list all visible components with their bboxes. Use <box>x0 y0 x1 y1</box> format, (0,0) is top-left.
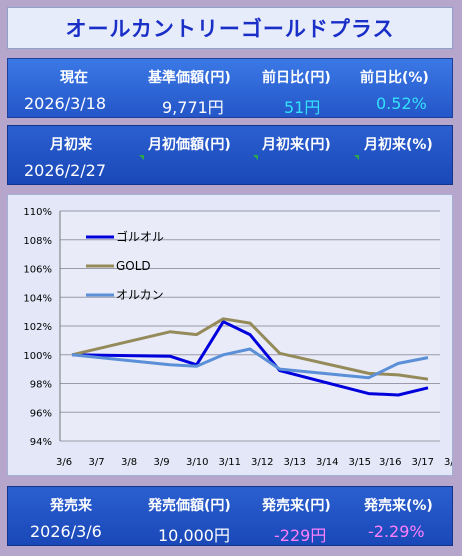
series-line-2 <box>71 347 429 380</box>
x-tick-label: 3/6 <box>56 457 72 468</box>
month-start-header-label: 月初来 <box>50 137 92 153</box>
x-tick-label: 3/7 <box>89 457 105 468</box>
x-tick-label: 3/8 <box>121 457 137 468</box>
month-start-date: 2026/2/27 <box>24 161 107 180</box>
x-tick-label: 3/13 <box>284 457 306 468</box>
month-change-yen-header: 月初来(円) <box>262 137 331 153</box>
y-tick-label: 104% <box>23 293 52 304</box>
since-launch-yen-header: 発売来(円) <box>262 498 331 514</box>
y-tick-label: 98% <box>30 380 52 391</box>
fund-title-box: オールカントリーゴールドプラス <box>7 7 453 49</box>
x-tick-label: 3/18 <box>444 457 452 468</box>
current-date: 2026/3/18 <box>24 94 107 113</box>
x-tick-label: 3/14 <box>316 457 338 468</box>
x-tick-label: 3/12 <box>251 457 273 468</box>
x-tick-label: 3/17 <box>412 457 434 468</box>
chart-svg: 110% 108% 106% 104% 102% 100% 98% 96% 94% 3/6 3/7 3… <box>23 207 462 468</box>
current-panel: 現在 基準価額(円) 前日比(円) 前日比(%) 2026/3/18 9,771… <box>7 58 453 118</box>
day-change-yen-value: 51円 <box>284 98 321 117</box>
day-change-pct-header: 前日比(%) <box>360 70 429 86</box>
legend-label: GOLD <box>116 259 151 273</box>
series-line-1 <box>71 317 429 381</box>
day-change-yen-header: 前日比(円) <box>262 70 331 86</box>
y-tick-label: 106% <box>23 265 52 276</box>
fund-title: オールカントリーゴールドプラス <box>65 17 395 41</box>
y-tick-label: 108% <box>23 236 52 247</box>
launch-header-label: 発売来 <box>50 498 92 514</box>
x-tick-label: 3/16 <box>379 457 401 468</box>
y-tick-label: 110% <box>23 207 52 218</box>
x-tick-label: 3/9 <box>154 457 170 468</box>
x-tick-label: 3/10 <box>186 457 208 468</box>
performance-chart: 110% 108% 106% 104% 102% 100% 98% 96% 94% 3/6 3/7 3… <box>7 194 462 476</box>
month-start-panel: 月初来 月初価額(円) 月初来(円) 月初来(%) 2026/2/27 <box>7 125 453 185</box>
day-change-pct-value: 0.52% <box>376 94 427 113</box>
cell-note-marker <box>354 155 359 160</box>
cell-note-marker <box>253 155 258 160</box>
launch-price: 10,000円 <box>158 526 230 545</box>
series-line-0 <box>71 320 429 397</box>
launch-date: 2026/3/6 <box>30 522 102 541</box>
month-change-pct-header: 月初来(%) <box>364 137 433 153</box>
y-tick-label: 96% <box>30 408 52 419</box>
y-tick-label: 102% <box>23 322 52 333</box>
legend-label: オルカン <box>116 288 164 302</box>
since-launch-pct-value: -2.29% <box>368 522 425 541</box>
y-tick-label: 100% <box>23 351 52 362</box>
month-start-price-header: 月初価額(円) <box>148 137 231 153</box>
since-launch-pct-header: 発売来(%) <box>364 498 433 514</box>
since-launch-yen-value: -229円 <box>274 526 327 545</box>
y-tick-label: 94% <box>30 437 52 448</box>
launch-panel: 発売来 発売価額(円) 発売来(円) 発売来(%) 2026/3/6 10,00… <box>7 486 453 546</box>
launch-price-header: 発売価額(円) <box>148 498 231 514</box>
nav-header: 基準価額(円) <box>148 70 231 86</box>
x-tick-label: 3/15 <box>349 457 371 468</box>
legend-label: ゴルオル <box>116 229 164 244</box>
cell-note-marker <box>139 155 144 160</box>
x-tick-label: 3/11 <box>219 457 241 468</box>
current-header-label: 現在 <box>60 70 88 86</box>
nav-value: 9,771円 <box>162 98 224 117</box>
